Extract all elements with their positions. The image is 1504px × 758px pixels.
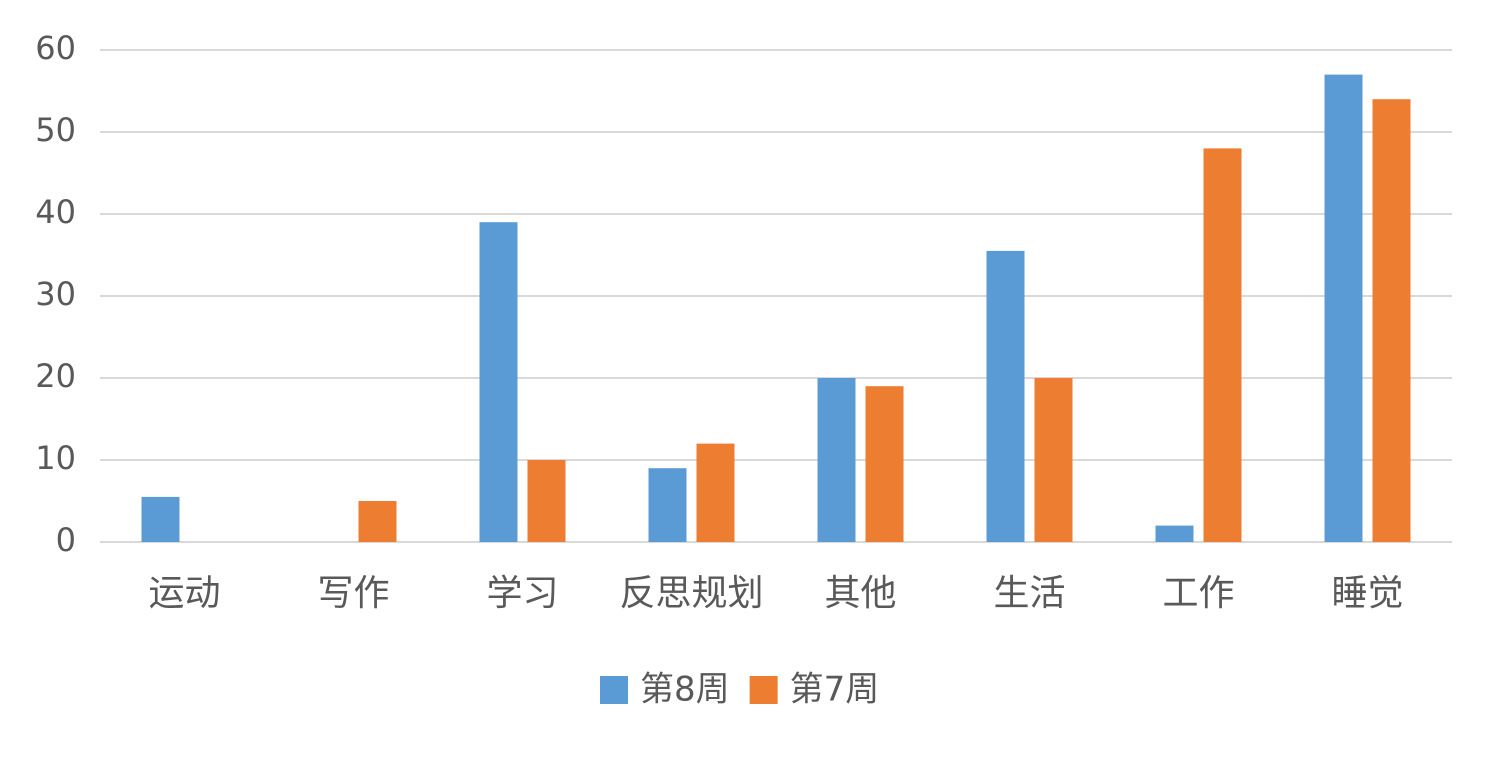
legend-swatch (600, 676, 628, 704)
bar (986, 250, 1025, 542)
x-tick-label: 其他 (824, 573, 896, 614)
x-tick-label: 学习 (486, 573, 558, 614)
bar (817, 378, 856, 542)
bar (479, 222, 518, 542)
bar (1155, 525, 1194, 542)
x-tick-label: 写作 (317, 573, 389, 614)
bar (1203, 148, 1242, 542)
x-tick-label: 反思规划 (619, 573, 763, 614)
y-tick-label: 0 (56, 521, 76, 559)
x-tick-label: 工作 (1162, 573, 1234, 614)
bar (358, 501, 397, 542)
x-tick-label: 睡觉 (1331, 573, 1403, 614)
y-tick-label: 60 (35, 29, 76, 67)
bar (1034, 378, 1073, 542)
y-tick-label: 50 (35, 111, 76, 149)
y-tick-label: 40 (35, 193, 76, 231)
bar (1324, 74, 1363, 542)
y-tick-label: 10 (35, 439, 76, 477)
legend-label: 第8周 (640, 670, 730, 710)
bar (527, 460, 566, 542)
x-tick-label: 运动 (148, 573, 220, 614)
y-tick-label: 30 (35, 275, 76, 313)
bar (648, 468, 687, 542)
bar (865, 386, 904, 542)
bar (1372, 99, 1411, 542)
x-tick-label: 生活 (993, 573, 1065, 614)
y-tick-label: 20 (35, 357, 76, 395)
bar (141, 496, 180, 542)
bar (696, 443, 735, 542)
legend-swatch (749, 676, 778, 704)
legend-label: 第7周 (790, 670, 880, 710)
